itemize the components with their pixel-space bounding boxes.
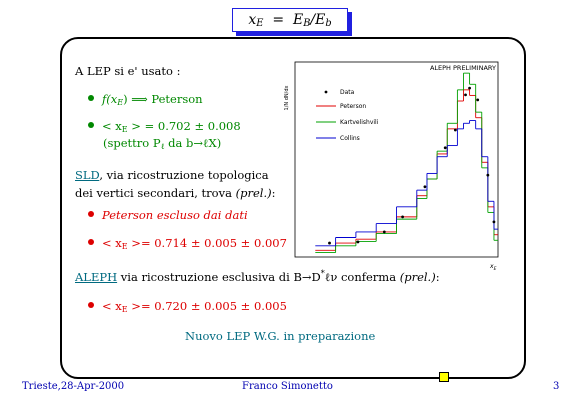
data-point xyxy=(468,86,471,90)
data-point xyxy=(443,146,447,150)
bullet: f(xE) ⟹ Peterson xyxy=(88,92,203,107)
paragraph: SLD, via ricostruzione topologica xyxy=(75,168,269,182)
legend-label: Collins xyxy=(340,135,360,142)
data-point xyxy=(423,185,427,189)
x-label: xE xyxy=(489,263,497,272)
note: (spettro Pℓ da b→ℓX) xyxy=(103,136,222,151)
y-label: 1/N dN/dx xyxy=(284,86,290,111)
bullet: Peterson escluso dai dati xyxy=(88,208,248,222)
legend-label: Data xyxy=(340,89,355,96)
data-point xyxy=(492,220,496,224)
bullet: < xE > = 0.702 ± 0.008 xyxy=(88,119,241,134)
annotation: ALEPH PRELIMINARY xyxy=(430,64,496,72)
bullet: < xE >= 0.714 ± 0.005 ± 0.007 xyxy=(88,236,287,251)
slide-title: xE = EB/Eb xyxy=(232,8,348,32)
data-point xyxy=(476,98,480,102)
plot-frame xyxy=(294,61,499,258)
data-point xyxy=(356,240,360,244)
data-point xyxy=(382,230,386,234)
footer-left: Trieste,28-Apr-2000 xyxy=(22,381,125,392)
page-number: 3 xyxy=(553,381,560,392)
nav-marker xyxy=(439,372,449,382)
intro: A LEP si e' usato : xyxy=(75,64,181,78)
paragraph: dei vertici secondari, trova (prel.): xyxy=(75,186,276,200)
chart: ALEPH PRELIMINARY 1/N dN/dx xE Peterson K… xyxy=(284,61,499,272)
data-point xyxy=(486,173,490,177)
bullet: < xE >= 0.720 ± 0.005 ± 0.005 xyxy=(88,299,287,314)
slide-frame xyxy=(60,37,526,379)
note: Nuovo LEP W.G. in preparazione xyxy=(185,329,376,343)
data-point xyxy=(401,215,404,219)
legend-swatch xyxy=(324,90,328,94)
paragraph: ALEPH via ricostruzione esclusiva di B→D… xyxy=(75,269,440,284)
legend-label: Kartvelishvili xyxy=(340,119,379,126)
legend-label: Peterson xyxy=(340,103,366,110)
data-point xyxy=(453,128,457,132)
footer-center: Franco Simonetto xyxy=(242,381,333,392)
data-point xyxy=(328,241,331,245)
data-point xyxy=(464,93,467,97)
